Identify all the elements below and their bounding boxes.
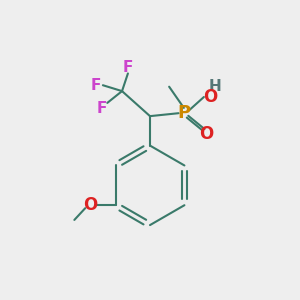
Text: H: H [208, 79, 221, 94]
Text: P: P [177, 104, 190, 122]
Text: F: F [90, 78, 101, 93]
Text: F: F [96, 101, 106, 116]
Text: O: O [203, 88, 218, 106]
Text: O: O [83, 196, 98, 214]
Text: F: F [123, 60, 133, 75]
Text: O: O [199, 125, 213, 143]
